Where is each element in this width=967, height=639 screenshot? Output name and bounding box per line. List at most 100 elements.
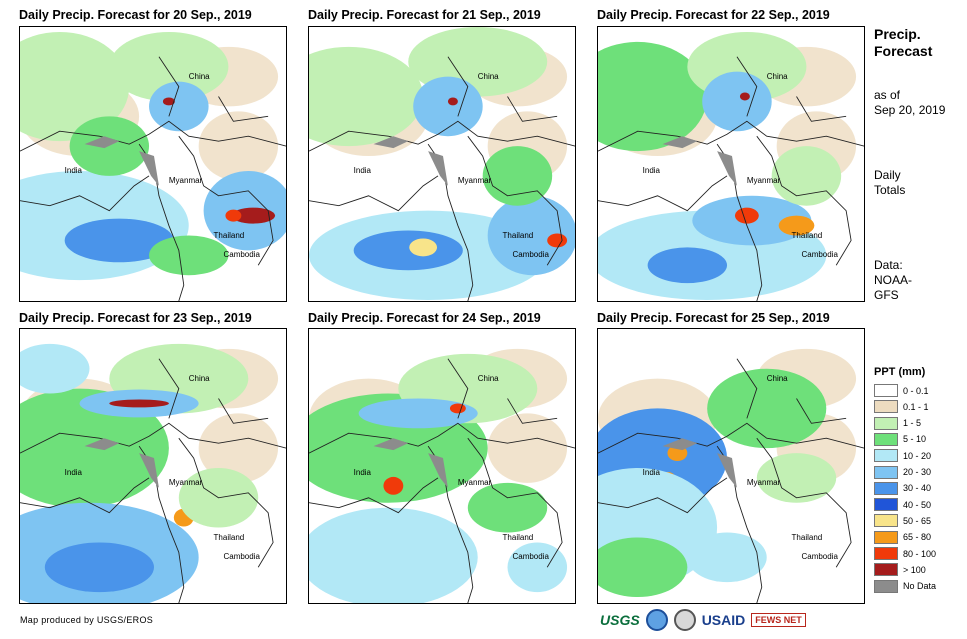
map-label-cambodia: Cambodia — [801, 250, 838, 260]
precip-area — [198, 413, 279, 483]
map-label-india: India — [353, 467, 372, 477]
country-border — [178, 135, 274, 266]
no-data-area — [373, 438, 448, 488]
precip-area — [358, 398, 478, 429]
no-data-area — [84, 438, 159, 488]
fewsnet-logo: FEWS NET — [751, 613, 806, 627]
precip-area — [687, 532, 767, 583]
precip-area — [109, 31, 229, 102]
map-label-india: India — [353, 165, 372, 175]
legend-swatch — [874, 563, 898, 577]
data-line3: GFS — [874, 288, 899, 302]
precip-area — [162, 97, 175, 106]
country-border — [598, 175, 728, 212]
precip-area — [309, 507, 478, 603]
precip-area — [487, 413, 568, 483]
precip-area — [447, 97, 458, 106]
precip-area — [647, 247, 728, 284]
legend-label: 1 - 5 — [903, 418, 922, 429]
precip-area — [409, 238, 438, 257]
country-border — [309, 120, 575, 152]
country-border — [598, 477, 728, 514]
legend-label: 0.1 - 1 — [903, 401, 929, 412]
legend-swatch — [874, 481, 898, 495]
country-border — [598, 120, 864, 152]
legend-swatch — [874, 400, 898, 414]
credit-text: Map produced by USGS/EROS — [20, 615, 154, 625]
logo-strip: USGS USAID FEWS NET — [600, 606, 806, 634]
legend-item: 80 - 100 — [874, 546, 936, 561]
country-border — [309, 422, 575, 454]
precip-area — [309, 46, 424, 147]
precip-area — [383, 476, 404, 495]
forecast-map: China India Myanmar Thailand Cambodia — [597, 328, 865, 604]
panel-title-4: Daily Precip. Forecast for 23 Sep., 2019 — [19, 311, 252, 325]
precip-area — [20, 388, 169, 508]
legend-swatch — [874, 579, 898, 593]
map-label-china: China — [477, 71, 499, 81]
side-title-line2: Forecast — [874, 43, 933, 59]
map-canvas — [598, 27, 864, 301]
side-title-line1: Precip. — [874, 26, 921, 42]
forecast-map: China India Myanmar Thailand Cambodia — [19, 26, 287, 302]
dos-seal-icon — [673, 609, 696, 631]
map-label-myanmar: Myanmar — [746, 477, 781, 487]
precip-area — [739, 92, 750, 101]
legend-label: 65 - 80 — [903, 532, 932, 543]
country-border — [447, 358, 558, 424]
country-border — [598, 422, 864, 454]
country-border — [309, 175, 439, 212]
side-title: Precip. Forecast — [874, 26, 932, 60]
map-label-myanmar: Myanmar — [168, 477, 203, 487]
legend-label: 0 - 0.1 — [903, 385, 929, 396]
map-label-china: China — [477, 373, 499, 383]
map-label-india: India — [64, 165, 83, 175]
legend-swatch — [874, 514, 898, 528]
map-canvas — [598, 329, 864, 603]
legend-item: 20 - 30 — [874, 465, 931, 480]
totals-line1: Daily — [874, 168, 901, 182]
legend-label: No Data — [903, 581, 937, 592]
country-border — [756, 437, 852, 568]
legend-label: 80 - 100 — [903, 548, 937, 559]
map-label-thailand: Thailand — [213, 230, 245, 240]
data-line2: NOAA- — [874, 273, 913, 287]
forecast-map: China India Myanmar Thailand Cambodia — [597, 26, 865, 302]
precip-area — [109, 399, 169, 408]
totals-line2: Totals — [874, 183, 906, 197]
map-label-cambodia: Cambodia — [512, 552, 549, 562]
map-label-india: India — [64, 467, 83, 477]
as-of-date: as of Sep 20, 2019 — [874, 88, 945, 118]
map-label-cambodia: Cambodia — [223, 250, 260, 260]
country-border — [20, 120, 286, 152]
country-border — [158, 358, 269, 424]
precip-area — [449, 403, 466, 414]
legend-label: > 100 — [903, 564, 926, 575]
map-label-myanmar: Myanmar — [168, 175, 203, 185]
panel-title-6: Daily Precip. Forecast for 25 Sep., 2019 — [597, 311, 830, 325]
precip-area — [598, 537, 688, 598]
noaa-seal-icon — [645, 609, 668, 631]
precip-area — [482, 146, 553, 206]
legend-item: 5 - 10 — [874, 432, 926, 447]
precip-area — [20, 343, 90, 394]
no-data-area — [662, 438, 737, 488]
precip-area — [734, 207, 759, 224]
map-canvas — [20, 27, 286, 301]
precip-area — [756, 453, 837, 503]
map-canvas — [20, 329, 286, 603]
precip-area — [149, 235, 229, 276]
precip-area — [598, 41, 708, 152]
map-label-thailand: Thailand — [791, 532, 823, 542]
map-label-myanmar: Myanmar — [746, 175, 781, 185]
legend-item: > 100 — [874, 562, 926, 577]
legend-item: 40 - 50 — [874, 497, 931, 512]
country-border — [20, 422, 286, 454]
country-border — [178, 437, 274, 568]
precip-area — [707, 368, 827, 449]
as-of-label: as of — [874, 88, 901, 102]
map-label-thailand: Thailand — [791, 230, 823, 240]
legend-label: 30 - 40 — [903, 483, 932, 494]
map-label-china: China — [766, 373, 788, 383]
legend-label: 50 - 65 — [903, 515, 932, 526]
